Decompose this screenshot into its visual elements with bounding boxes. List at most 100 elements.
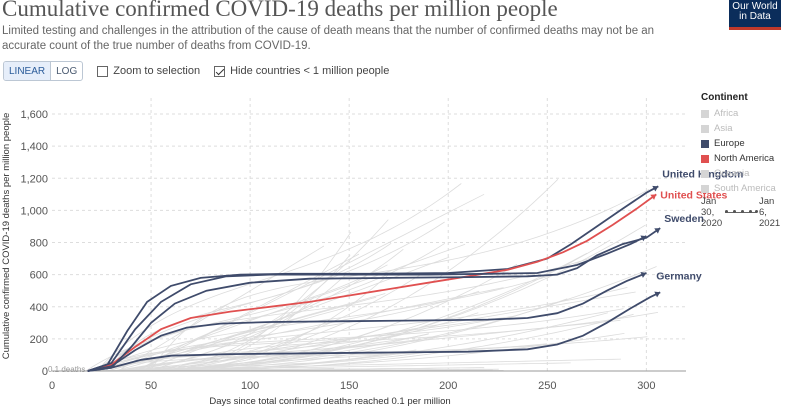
- series-line-united-states[interactable]: [87, 193, 657, 372]
- y-tick-label: 600: [30, 270, 48, 282]
- legend-swatch: [701, 184, 709, 193]
- continent-legend: Continent Africa Asia Europe North America O…: [701, 92, 776, 196]
- chart-controls: LINEAR LOG Zoom to selection Hide countr…: [3, 61, 389, 81]
- background-country-line: [159, 333, 429, 372]
- x-tick-label: 0: [49, 380, 55, 392]
- background-country-line: [126, 239, 611, 372]
- zoom-to-selection-label: Zoom to selection: [113, 65, 201, 77]
- timeline-tick: [749, 210, 752, 213]
- timeline-end-year: 2021: [759, 218, 781, 229]
- linear-scale-button[interactable]: LINEAR: [4, 62, 52, 80]
- series-end-arrow: [640, 271, 647, 278]
- background-country-line: [115, 339, 338, 372]
- timeline-start-day: 30,: [701, 207, 715, 218]
- legend-item-north-america[interactable]: North America: [701, 151, 776, 166]
- owid-logo[interactable]: Our World in Data: [729, 0, 781, 30]
- timeline-end-label: Jan 6, 2021: [759, 196, 781, 229]
- series-end-arrow: [640, 235, 647, 242]
- series-end-arrow: [654, 228, 661, 234]
- timeline-end-day: 6,: [759, 207, 767, 218]
- timeline-start-month: Jan: [701, 196, 717, 207]
- legend-swatch: [701, 154, 709, 163]
- series-end-arrow: [654, 291, 661, 298]
- x-tick-label: 50: [145, 380, 157, 392]
- background-country-line: [117, 245, 325, 372]
- series-label: United States: [660, 189, 727, 201]
- timeline-end-handle[interactable]: [755, 210, 758, 213]
- y-tick-label: 1,200: [20, 173, 48, 185]
- background-country-line: [150, 313, 634, 372]
- chart-axes: 0 200 400 600 800 1,000 1,200 1,400 1,600 0 50 100 1…: [20, 109, 686, 392]
- y-tick-label: 0: [42, 366, 48, 378]
- x-tick-label: 200: [439, 380, 457, 392]
- hide-small-countries-label: Hide countries < 1 million people: [230, 65, 390, 77]
- series-label: Germany: [656, 270, 702, 282]
- y-axis-label: Cumulative confirmed COVID-19 deaths per…: [1, 113, 12, 360]
- timeline-start-handle[interactable]: [725, 210, 728, 213]
- legend-item-south-america[interactable]: South America: [701, 181, 776, 196]
- chart-grid: [52, 98, 686, 372]
- background-country-line: [81, 358, 621, 372]
- legend-swatch: [701, 109, 709, 118]
- legend-label: North America: [714, 153, 775, 164]
- background-country-line: [95, 219, 389, 372]
- series-end-arrow: [650, 194, 657, 200]
- background-country-line: [92, 267, 577, 372]
- legend-item-oceania[interactable]: Oceania: [701, 166, 776, 181]
- background-country-line: [121, 319, 621, 372]
- timeline-start-year: 2020: [701, 218, 723, 229]
- timeline-tick: [733, 210, 736, 213]
- timeline-slider[interactable]: Jan 30, 2020 Jan 6, 2021: [701, 196, 781, 232]
- logo-line-1: Our World: [732, 1, 778, 12]
- background-country-line: [105, 242, 392, 372]
- legend-label: Oceania: [714, 168, 750, 179]
- series-label: Sweden: [664, 213, 704, 225]
- legend-title: Continent: [701, 92, 748, 103]
- checkbox-checked-icon[interactable]: [214, 65, 226, 77]
- zoom-to-selection-checkbox[interactable]: Zoom to selection: [97, 65, 200, 77]
- start-annotation: 0.1 deaths: [48, 365, 85, 374]
- legend-label: South America: [714, 183, 776, 194]
- series-line-germany[interactable]: [87, 291, 661, 372]
- legend-item-africa[interactable]: Africa: [701, 106, 776, 121]
- y-tick-label: 800: [30, 238, 48, 250]
- background-country-line: [93, 264, 388, 372]
- timeline-end-month: Jan: [759, 196, 775, 207]
- checkbox-icon[interactable]: [97, 65, 109, 77]
- scale-toggle: LINEAR LOG: [3, 61, 84, 81]
- y-tick-label: 1,000: [20, 205, 48, 217]
- x-tick-label: 250: [538, 380, 556, 392]
- series-line-sweden[interactable]: [87, 227, 661, 372]
- logo-line-2: in Data: [739, 11, 771, 22]
- log-scale-button[interactable]: LOG: [56, 65, 78, 77]
- legend-swatch: [701, 139, 709, 148]
- timeline-track[interactable]: [725, 210, 758, 213]
- x-tick-label: 100: [241, 380, 259, 392]
- background-country-line: [88, 287, 628, 372]
- background-country-line: [135, 193, 485, 372]
- timeline-tick: [741, 210, 744, 213]
- series-end-arrow: [652, 185, 659, 192]
- x-tick-label: 150: [340, 380, 358, 392]
- series-line[interactable]: [87, 235, 647, 372]
- chart-title: Cumulative confirmed COVID-19 deaths per…: [2, 0, 558, 21]
- legend-item-asia[interactable]: Asia: [701, 121, 776, 136]
- legend-label: Asia: [714, 123, 733, 134]
- legend-swatch: [701, 169, 709, 178]
- chart-subtitle: Limited testing and challenges in the at…: [2, 25, 655, 52]
- y-tick-label: 1,400: [20, 141, 48, 153]
- y-tick-label: 1,600: [20, 109, 48, 121]
- background-country-line: [94, 336, 436, 372]
- legend-item-europe[interactable]: Europe: [701, 136, 776, 151]
- legend-label: Europe: [714, 138, 745, 149]
- background-country-line: [99, 334, 402, 372]
- background-country-line: [95, 221, 445, 372]
- hide-small-countries-checkbox[interactable]: Hide countries < 1 million people: [214, 65, 389, 77]
- x-tick-label: 300: [637, 380, 655, 392]
- y-tick-label: 200: [30, 334, 48, 346]
- background-country-line: [114, 307, 345, 372]
- y-tick-label: 400: [30, 302, 48, 314]
- series-line[interactable]: [87, 272, 647, 372]
- legend-label: Africa: [714, 108, 739, 119]
